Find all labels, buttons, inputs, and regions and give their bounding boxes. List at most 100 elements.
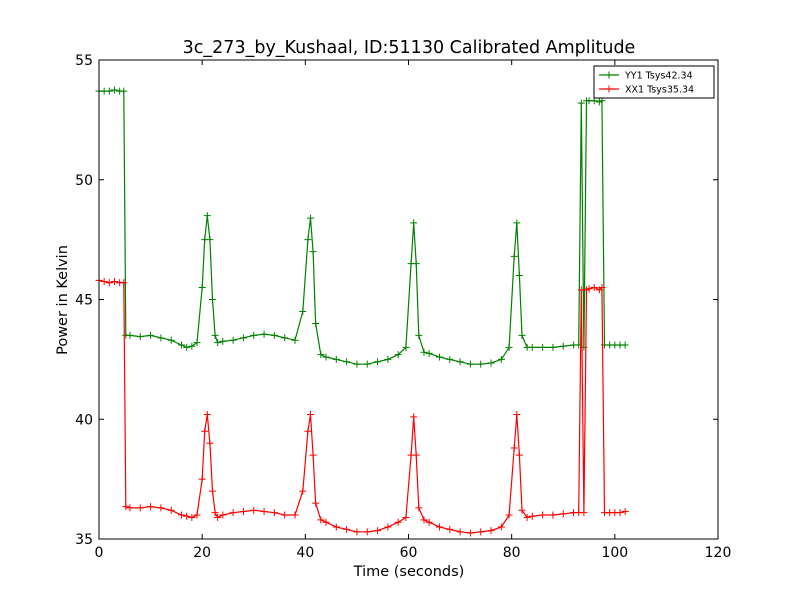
data-point <box>229 509 237 517</box>
y-tick-label: 35 <box>75 532 93 548</box>
data-point <box>539 343 547 351</box>
data-point <box>410 413 418 421</box>
data-point <box>270 331 278 339</box>
data-point <box>183 512 191 520</box>
data-point <box>309 248 317 256</box>
data-point <box>110 278 118 286</box>
data-point <box>214 513 222 521</box>
data-point <box>126 504 134 512</box>
data-point <box>528 343 536 351</box>
data-point <box>456 358 464 366</box>
data-point <box>167 506 175 514</box>
data-point <box>425 349 433 357</box>
data-point <box>120 87 128 95</box>
data-point <box>559 342 567 350</box>
data-point <box>402 343 410 351</box>
data-point <box>374 358 382 366</box>
data-point <box>523 513 531 521</box>
data-point <box>260 507 268 515</box>
data-point <box>312 319 320 327</box>
data-point <box>229 336 237 344</box>
data-point <box>446 525 454 533</box>
data-point <box>510 252 518 260</box>
data-point <box>510 444 518 452</box>
x-tick-label: 60 <box>400 545 418 561</box>
y-tick-label: 50 <box>75 173 93 189</box>
series-line <box>99 89 626 365</box>
data-point <box>147 331 155 339</box>
data-point <box>291 511 299 519</box>
data-point <box>260 330 268 338</box>
data-point <box>322 518 330 526</box>
data-point <box>317 351 325 359</box>
data-point <box>446 355 454 363</box>
data-point <box>590 284 598 292</box>
data-point <box>317 516 325 524</box>
x-tick-label: 100 <box>601 545 628 561</box>
data-point <box>420 516 428 524</box>
data-point <box>122 503 130 511</box>
data-point <box>211 331 219 339</box>
data-point <box>621 507 629 515</box>
data-point <box>157 504 165 512</box>
data-point <box>188 513 196 521</box>
data-point <box>410 219 418 227</box>
data-point <box>193 339 201 347</box>
legend-label: YY1 Tsys42.34 <box>624 71 693 82</box>
data-point <box>412 451 420 459</box>
x-tick-label: 0 <box>95 545 104 561</box>
data-point <box>291 336 299 344</box>
data-point <box>110 86 118 94</box>
data-point <box>299 307 307 315</box>
series-line <box>98 279 626 534</box>
data-point <box>183 343 191 351</box>
data-point <box>425 518 433 526</box>
data-point <box>208 296 216 303</box>
data-point <box>539 511 547 519</box>
data-point <box>374 527 382 535</box>
data-point <box>299 487 307 495</box>
data-point <box>513 410 521 418</box>
data-point <box>513 219 521 227</box>
data-point <box>497 523 505 531</box>
legend-marker <box>605 71 613 79</box>
y-axis-label: Power in Kelvin <box>55 245 71 355</box>
data-point <box>515 272 523 280</box>
legend-marker <box>605 85 613 93</box>
data-point <box>559 510 567 518</box>
data-point <box>306 214 314 222</box>
data-point <box>239 334 247 342</box>
data-point <box>505 343 513 351</box>
data-point <box>157 334 165 342</box>
x-axis-label: Time (seconds) <box>353 564 465 580</box>
data-point <box>505 511 513 519</box>
data-point <box>206 439 214 447</box>
series-markers <box>95 86 629 368</box>
x-tick-label: 20 <box>193 545 211 561</box>
data-point <box>497 355 505 363</box>
data-point <box>549 343 557 351</box>
data-point <box>363 528 371 536</box>
x-tick-label: 120 <box>705 545 732 561</box>
data-point <box>105 87 113 95</box>
data-point <box>515 451 523 459</box>
data-point <box>402 513 410 521</box>
data-point <box>270 509 278 517</box>
data-point <box>198 284 206 292</box>
data-point <box>198 475 206 483</box>
legend-box <box>593 65 715 99</box>
data-point <box>193 511 201 519</box>
data-point <box>477 360 485 368</box>
x-tick-label: 40 <box>296 545 314 561</box>
data-point <box>306 410 314 418</box>
data-point <box>415 504 423 512</box>
data-point <box>477 528 485 536</box>
data-point <box>167 336 175 344</box>
data-point <box>621 341 629 349</box>
y-tick-label: 45 <box>75 293 93 309</box>
data-point <box>126 331 134 339</box>
data-point <box>394 518 402 526</box>
data-point <box>201 427 209 435</box>
data-point <box>206 236 214 244</box>
series-markers <box>95 276 629 537</box>
